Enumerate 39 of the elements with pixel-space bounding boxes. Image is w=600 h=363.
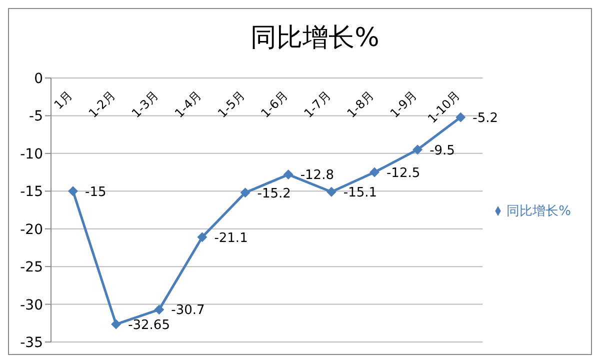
x-tick-label: 1-3月 [129,88,162,120]
y-tick-label: -5 [29,108,43,125]
point [111,319,122,330]
point [370,167,380,178]
point [68,186,78,196]
y-tick-label: -25 [20,260,43,276]
y-tick-label: -35 [20,334,43,351]
x-tick-label: 1-9月 [387,88,420,120]
y-tick-label: 0 [34,70,43,87]
y-tick-label: -30 [20,297,43,314]
legend-label: 同比增长% [506,204,571,218]
data-label: -5.2 [472,110,498,126]
x-tick-label: 1-8月 [344,88,377,120]
y-tick-label: -10 [20,146,43,162]
x-tick-label: 1-2月 [86,88,118,120]
y-tick-label: -20 [20,222,43,238]
data-label: -12.5 [386,166,420,181]
point [154,304,164,315]
data-label: -15 [85,184,106,200]
data-label: -30.7 [171,303,205,318]
x-tick-label: 1-5月 [215,88,248,120]
x-tick-label: 1-7月 [301,88,334,120]
point [412,144,423,155]
data-label: -21.1 [214,230,248,246]
point [326,186,336,197]
point [283,170,294,180]
y-tick-label: -15 [20,184,43,200]
x-tick-label: 1-4月 [172,88,204,120]
data-label: -15.1 [343,186,378,201]
chart-title: 同比增长% [250,22,380,55]
data-label: -12.8 [300,168,334,184]
point [197,232,208,242]
x-tick-label: 1-6月 [258,88,290,120]
data-label: -15.2 [257,186,291,202]
data-label: -9.5 [430,143,455,158]
x-tick-label: 1月 [51,88,76,112]
point [240,188,250,198]
data-label: -32.65 [128,318,170,333]
point [456,112,466,122]
